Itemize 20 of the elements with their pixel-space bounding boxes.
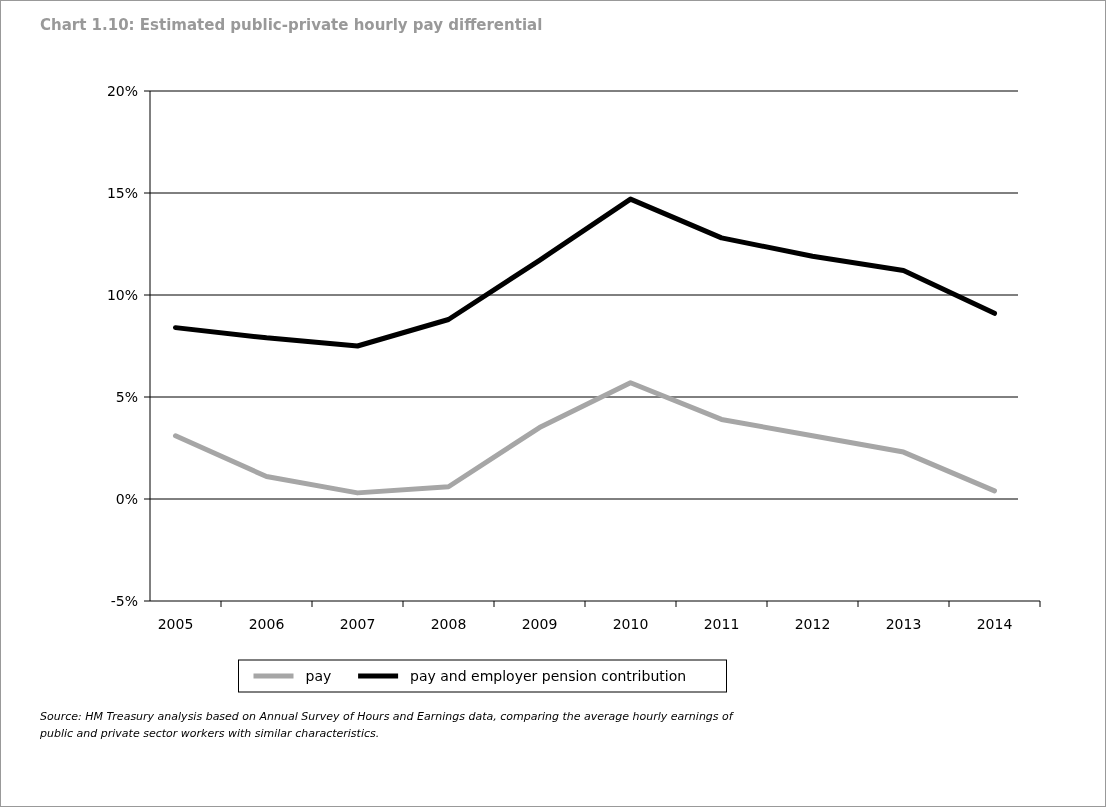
x-tick-label: 2012: [794, 616, 831, 632]
x-tick-label: 2007: [339, 616, 376, 632]
y-tick-label: 20%: [106, 82, 138, 99]
x-tick-label: 2011: [703, 616, 740, 632]
x-tick-label: 2005: [157, 616, 194, 632]
x-tick-label: 2014: [976, 616, 1013, 632]
y-tick-label: 10%: [106, 286, 138, 303]
x-tick-label: 2009: [521, 616, 558, 632]
y-tick-label: 5%: [115, 388, 138, 405]
source-note: Source: HM Treasury analysis based on Annual Survey of Hours and Earnings data, comparing the average hourly earnings of public and private sector workers with similar characteristics.: [39, 710, 735, 740]
x-tick-label: 2013: [885, 616, 922, 632]
x-tick-label: 2006: [248, 616, 285, 632]
x-tick-label: 2008: [430, 616, 467, 632]
legend-label: pay: [305, 667, 332, 684]
legend-label: pay and employer pension contribution: [410, 667, 687, 684]
chart-title: Chart 1.10: Estimated public-private hourly pay differential: [40, 16, 543, 34]
y-tick-label: 15%: [106, 184, 138, 201]
y-tick-label: 0%: [115, 490, 138, 507]
x-tick-label: 2010: [612, 616, 649, 632]
y-tick-label: -5%: [110, 592, 138, 609]
